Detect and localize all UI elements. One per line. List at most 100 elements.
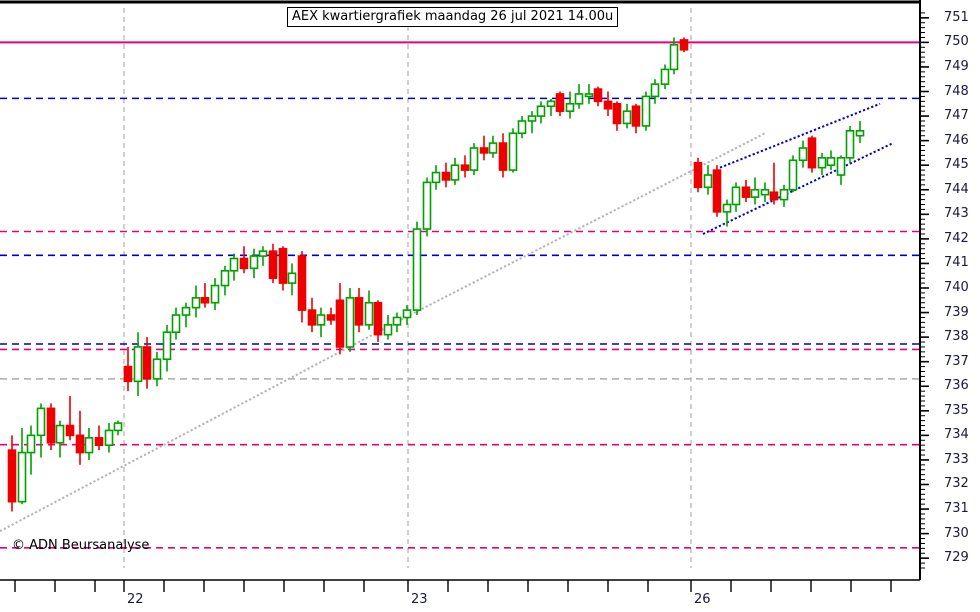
candle-body xyxy=(431,171,441,184)
candle xyxy=(278,246,288,291)
candle-body xyxy=(345,297,355,348)
candle xyxy=(75,410,85,465)
y-tick-label: 741 xyxy=(944,255,969,271)
y-tick-label: 729 xyxy=(944,550,969,566)
candle xyxy=(171,307,181,340)
candle xyxy=(479,135,489,161)
candle xyxy=(712,165,722,217)
x-tick-label: 23 xyxy=(411,592,428,607)
y-tick-label: 732 xyxy=(944,476,969,492)
candle xyxy=(750,177,760,205)
candle xyxy=(450,157,460,185)
candle-body xyxy=(364,301,374,326)
candle xyxy=(536,101,546,124)
candle xyxy=(220,265,230,296)
candle-body xyxy=(268,250,278,279)
candle xyxy=(373,300,383,343)
candle-body xyxy=(278,247,288,284)
candle xyxy=(660,64,670,90)
candle xyxy=(679,37,689,53)
candle xyxy=(46,403,56,451)
candle xyxy=(181,302,191,328)
candle xyxy=(65,396,75,441)
candle-body xyxy=(335,299,345,348)
candle-body xyxy=(297,255,307,311)
candle xyxy=(364,290,374,330)
y-tick-label: 746 xyxy=(944,132,969,148)
candle xyxy=(133,332,143,397)
candle xyxy=(335,283,345,355)
candle xyxy=(798,140,808,168)
y-tick-label: 738 xyxy=(944,329,969,345)
candle-body xyxy=(162,331,172,361)
candle-body xyxy=(307,309,317,326)
candle xyxy=(412,221,422,316)
candle xyxy=(817,152,827,176)
candle-body xyxy=(574,93,584,105)
candle-body xyxy=(508,132,518,171)
candle-body xyxy=(210,284,220,304)
candle-body xyxy=(402,309,412,319)
candle-body xyxy=(104,429,114,446)
horizontal-levels xyxy=(0,41,920,549)
candle xyxy=(565,91,575,119)
copyright-label: © ADN Beursanalyse xyxy=(12,538,150,553)
candle-body xyxy=(631,105,641,127)
candle xyxy=(769,162,779,205)
candle xyxy=(760,182,770,203)
candle-body xyxy=(373,301,383,336)
candle-body xyxy=(479,147,489,154)
vertical-gridlines xyxy=(123,8,692,568)
candle xyxy=(779,184,789,207)
candle xyxy=(104,423,114,453)
candle xyxy=(669,37,679,75)
candle xyxy=(788,155,798,193)
candle-body xyxy=(836,157,846,176)
candle xyxy=(17,428,27,505)
candle xyxy=(307,297,317,333)
candle-body xyxy=(113,422,123,432)
candle-body xyxy=(712,169,722,213)
candle-body xyxy=(741,186,751,198)
axes-group xyxy=(0,0,929,592)
candle xyxy=(650,79,660,104)
y-tick-label: 748 xyxy=(944,83,969,99)
candle xyxy=(622,103,632,129)
candle-body xyxy=(75,434,85,454)
candle-body xyxy=(517,120,527,135)
candle-body xyxy=(660,68,670,85)
candle xyxy=(836,155,846,185)
candle-body xyxy=(565,102,575,112)
candle-body xyxy=(750,188,760,198)
candle xyxy=(593,86,603,107)
y-tick-label: 744 xyxy=(944,181,969,197)
candle-body xyxy=(593,88,603,103)
candle xyxy=(152,351,162,387)
candle-body xyxy=(817,157,827,169)
candle xyxy=(94,425,104,451)
candle-body xyxy=(679,39,689,51)
candle-body xyxy=(488,142,498,154)
candle-body xyxy=(249,255,259,270)
candle-body xyxy=(200,297,210,304)
x-tick-label: 22 xyxy=(127,592,144,607)
candle xyxy=(258,246,268,266)
candle xyxy=(431,165,441,190)
candle xyxy=(239,246,249,274)
candle xyxy=(142,337,152,389)
candle-body xyxy=(798,147,808,162)
y-tick-label: 750 xyxy=(944,34,969,50)
candle-body xyxy=(826,157,836,166)
y-tick-label: 736 xyxy=(944,378,969,394)
candle-body xyxy=(36,407,46,437)
candle xyxy=(210,278,220,311)
candle-body xyxy=(142,346,152,380)
candle-body xyxy=(584,93,594,98)
y-tick-label: 737 xyxy=(944,353,969,369)
x-tick-label: 26 xyxy=(694,592,711,607)
candle xyxy=(402,305,412,325)
candle-body xyxy=(84,437,94,454)
candle-body xyxy=(316,314,326,326)
candle-body xyxy=(441,171,451,181)
